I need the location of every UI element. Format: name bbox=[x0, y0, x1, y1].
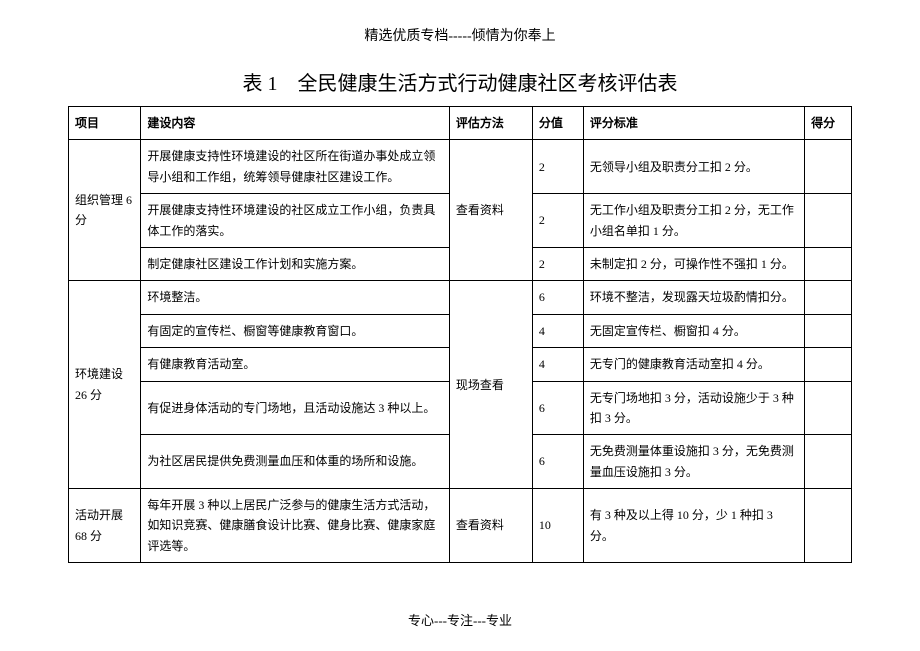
cell-score: 2 bbox=[532, 194, 583, 248]
cell-result bbox=[805, 348, 852, 381]
cell-method: 查看资料 bbox=[449, 140, 532, 281]
table-row: 组织管理 6 分开展健康支持性环境建设的社区所在街道办事处成立领导小组和工作组，… bbox=[69, 140, 852, 194]
cell-project: 环境建设 26 分 bbox=[69, 281, 141, 489]
cell-score: 10 bbox=[532, 489, 583, 563]
cell-result bbox=[805, 247, 852, 280]
cell-result bbox=[805, 435, 852, 489]
cell-criteria: 有 3 种及以上得 10 分，少 1 种扣 3 分。 bbox=[583, 489, 804, 563]
evaluation-table: 项目 建设内容 评估方法 分值 评分标准 得分 组织管理 6 分开展健康支持性环… bbox=[68, 106, 852, 563]
table-title: 表 1 全民健康生活方式行动健康社区考核评估表 bbox=[0, 55, 920, 106]
cell-score: 2 bbox=[532, 247, 583, 280]
cell-result bbox=[805, 194, 852, 248]
cell-project: 活动开展 68 分 bbox=[69, 489, 141, 563]
cell-content: 开展健康支持性环境建设的社区所在街道办事处成立领导小组和工作组，统筹领导健康社区… bbox=[141, 140, 450, 194]
cell-result bbox=[805, 314, 852, 347]
cell-score: 6 bbox=[532, 435, 583, 489]
col-project: 项目 bbox=[69, 107, 141, 140]
cell-score: 4 bbox=[532, 314, 583, 347]
cell-criteria: 环境不整洁，发现露天垃圾酌情扣分。 bbox=[583, 281, 804, 314]
cell-content: 每年开展 3 种以上居民广泛参与的健康生活方式活动，如知识竞赛、健康膳食设计比赛… bbox=[141, 489, 450, 563]
cell-project: 组织管理 6 分 bbox=[69, 140, 141, 281]
cell-criteria: 无领导小组及职责分工扣 2 分。 bbox=[583, 140, 804, 194]
cell-criteria: 无专门的健康教育活动室扣 4 分。 bbox=[583, 348, 804, 381]
cell-score: 6 bbox=[532, 381, 583, 435]
col-method: 评估方法 bbox=[449, 107, 532, 140]
cell-content: 有固定的宣传栏、橱窗等健康教育窗口。 bbox=[141, 314, 450, 347]
cell-result bbox=[805, 381, 852, 435]
col-content: 建设内容 bbox=[141, 107, 450, 140]
cell-criteria: 无固定宣传栏、橱窗扣 4 分。 bbox=[583, 314, 804, 347]
cell-score: 2 bbox=[532, 140, 583, 194]
table-row: 环境建设 26 分环境整洁。现场查看6环境不整洁，发现露天垃圾酌情扣分。 bbox=[69, 281, 852, 314]
cell-score: 4 bbox=[532, 348, 583, 381]
cell-criteria: 未制定扣 2 分，可操作性不强扣 1 分。 bbox=[583, 247, 804, 280]
cell-content: 有促进身体活动的专门场地，且活动设施达 3 种以上。 bbox=[141, 381, 450, 435]
cell-score: 6 bbox=[532, 281, 583, 314]
cell-method: 查看资料 bbox=[449, 489, 532, 563]
cell-content: 环境整洁。 bbox=[141, 281, 450, 314]
cell-criteria: 无免费测量体重设施扣 3 分，无免费测量血压设施扣 3 分。 bbox=[583, 435, 804, 489]
col-score: 分值 bbox=[532, 107, 583, 140]
table-row: 活动开展 68 分每年开展 3 种以上居民广泛参与的健康生活方式活动，如知识竞赛… bbox=[69, 489, 852, 563]
cell-criteria: 无专门场地扣 3 分，活动设施少于 3 种扣 3 分。 bbox=[583, 381, 804, 435]
cell-content: 制定健康社区建设工作计划和实施方案。 bbox=[141, 247, 450, 280]
col-result: 得分 bbox=[805, 107, 852, 140]
page-header: 精选优质专档-----倾情为你奉上 bbox=[0, 0, 920, 55]
cell-result bbox=[805, 281, 852, 314]
cell-content: 开展健康支持性环境建设的社区成立工作小组，负责具体工作的落实。 bbox=[141, 194, 450, 248]
cell-result bbox=[805, 489, 852, 563]
cell-criteria: 无工作小组及职责分工扣 2 分，无工作小组名单扣 1 分。 bbox=[583, 194, 804, 248]
table-header-row: 项目 建设内容 评估方法 分值 评分标准 得分 bbox=[69, 107, 852, 140]
cell-content: 有健康教育活动室。 bbox=[141, 348, 450, 381]
page-footer: 专心---专注---专业 bbox=[0, 610, 920, 629]
cell-method: 现场查看 bbox=[449, 281, 532, 489]
col-criteria: 评分标准 bbox=[583, 107, 804, 140]
cell-content: 为社区居民提供免费测量血压和体重的场所和设施。 bbox=[141, 435, 450, 489]
table-container: 项目 建设内容 评估方法 分值 评分标准 得分 组织管理 6 分开展健康支持性环… bbox=[0, 106, 920, 563]
cell-result bbox=[805, 140, 852, 194]
